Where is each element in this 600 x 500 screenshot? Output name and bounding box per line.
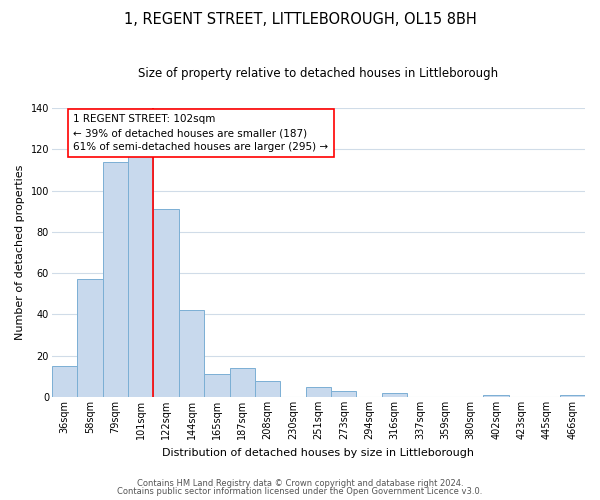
Bar xyxy=(77,280,103,397)
Bar xyxy=(204,374,230,397)
X-axis label: Distribution of detached houses by size in Littleborough: Distribution of detached houses by size … xyxy=(163,448,475,458)
Text: 1, REGENT STREET, LITTLEBOROUGH, OL15 8BH: 1, REGENT STREET, LITTLEBOROUGH, OL15 8B… xyxy=(124,12,476,28)
Bar xyxy=(306,386,331,397)
Title: Size of property relative to detached houses in Littleborough: Size of property relative to detached ho… xyxy=(139,68,499,80)
Bar xyxy=(560,395,585,397)
Bar xyxy=(128,152,154,397)
Bar xyxy=(52,366,77,397)
Bar xyxy=(255,380,280,397)
Bar xyxy=(179,310,204,397)
Bar xyxy=(484,395,509,397)
Bar xyxy=(230,368,255,397)
Text: Contains HM Land Registry data © Crown copyright and database right 2024.: Contains HM Land Registry data © Crown c… xyxy=(137,478,463,488)
Bar xyxy=(103,162,128,397)
Bar xyxy=(154,209,179,397)
Bar xyxy=(331,391,356,397)
Y-axis label: Number of detached properties: Number of detached properties xyxy=(15,165,25,340)
Bar xyxy=(382,393,407,397)
Text: 1 REGENT STREET: 102sqm
← 39% of detached houses are smaller (187)
61% of semi-d: 1 REGENT STREET: 102sqm ← 39% of detache… xyxy=(73,114,329,152)
Text: Contains public sector information licensed under the Open Government Licence v3: Contains public sector information licen… xyxy=(118,487,482,496)
